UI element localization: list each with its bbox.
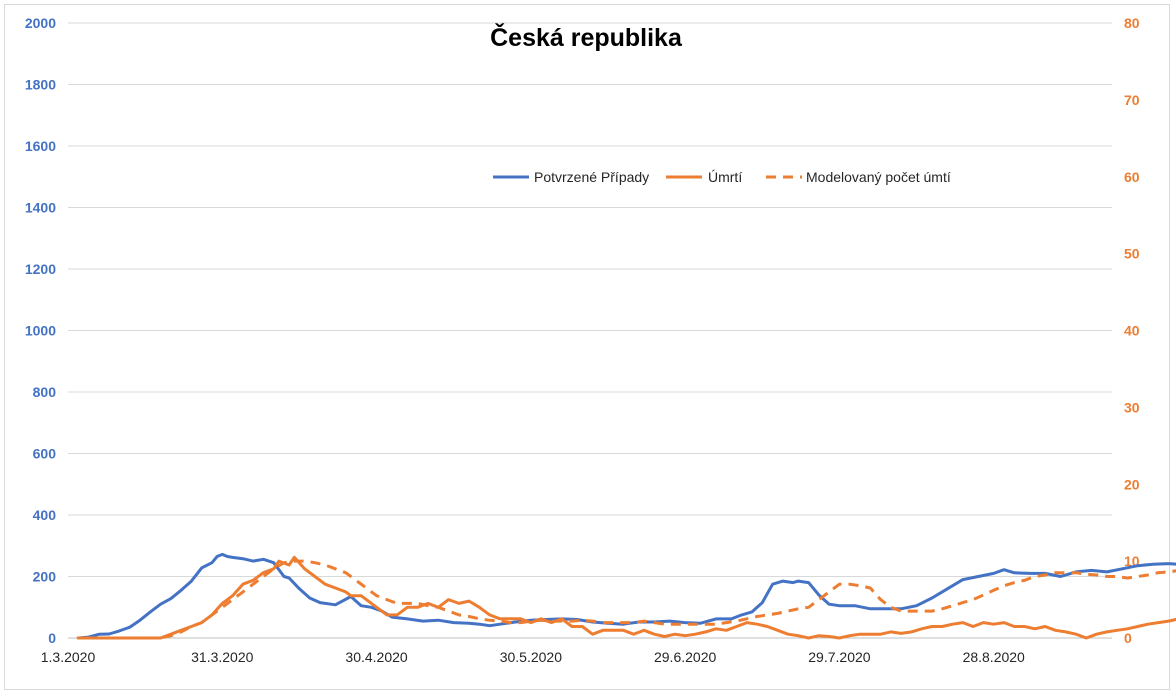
y-right-tick-label: 50 xyxy=(1124,246,1140,262)
gridlines xyxy=(68,22,1112,639)
y-left-tick-label: 800 xyxy=(33,384,57,400)
y-right-tick-label: 70 xyxy=(1124,92,1140,108)
legend-label-2: Úmrtí xyxy=(708,169,742,185)
left-axis: 0 200 400 600 800 1000 1200 1400 1600 1800 2000 xyxy=(25,15,56,646)
y-left-tick-label: 1800 xyxy=(25,77,56,93)
y-right-tick-label: 0 xyxy=(1124,630,1132,646)
y-right-tick-label: 80 xyxy=(1124,15,1140,31)
y-right-tick-label: 20 xyxy=(1124,476,1140,492)
series-layer xyxy=(76,552,1176,640)
y-left-tick-label: 1200 xyxy=(25,261,56,277)
y-left-tick-label: 400 xyxy=(33,507,57,523)
y-left-tick-label: 600 xyxy=(33,446,57,462)
y-right-tick-label: 40 xyxy=(1124,323,1140,339)
y-left-tick-label: 200 xyxy=(33,569,57,585)
y-left-tick-label: 0 xyxy=(48,630,56,646)
legend-label-1: Potvrzené Případy xyxy=(534,169,649,185)
x-tick-label: 29.6.2020 xyxy=(654,649,716,665)
x-tick-label: 1.3.2020 xyxy=(41,649,96,665)
series-line-2 xyxy=(76,555,1176,640)
legend: Potvrzené Případy Úmrtí Modelovaný počet ú… xyxy=(493,169,951,185)
legend-label-3: Modelovaný počet úmtí xyxy=(806,169,951,185)
y-right-tick-label: 30 xyxy=(1124,399,1140,415)
x-tick-label: 28.8.2020 xyxy=(963,649,1025,665)
y-right-tick-label: 60 xyxy=(1124,169,1140,185)
x-axis: 1.3.2020 31.3.2020 30.4.2020 30.5.2020 29.6.… xyxy=(41,649,1025,665)
x-tick-label: 29.7.2020 xyxy=(808,649,870,665)
chart-title: Česká republika xyxy=(490,22,683,52)
y-left-tick-label: 1400 xyxy=(25,200,56,216)
x-tick-label: 30.4.2020 xyxy=(345,649,407,665)
x-tick-label: 30.5.2020 xyxy=(500,649,562,665)
x-tick-label: 31.3.2020 xyxy=(191,649,253,665)
y-left-tick-label: 2000 xyxy=(25,15,56,31)
y-left-tick-label: 1600 xyxy=(25,138,56,154)
series-line-1 xyxy=(76,552,1176,640)
y-left-tick-label: 1000 xyxy=(25,323,56,339)
